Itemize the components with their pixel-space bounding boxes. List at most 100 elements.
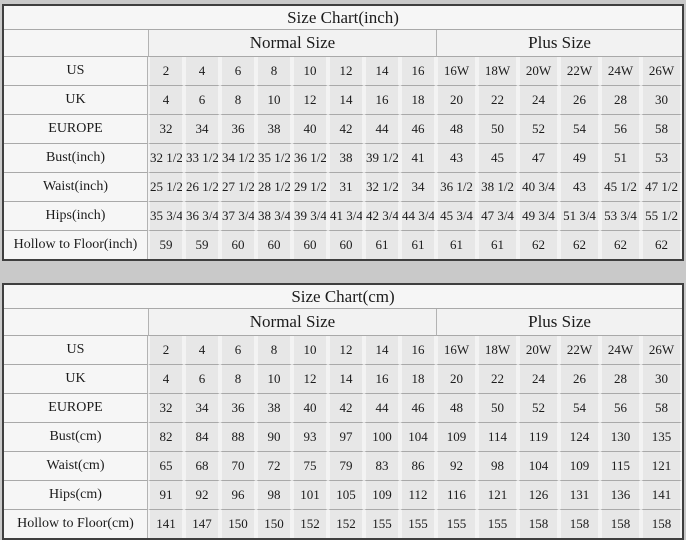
value-cell: 35 1/2 [256, 144, 292, 173]
value-cell: 14 [364, 57, 400, 86]
size-chart-inch-table: Size Chart(inch) Normal Size Plus Size US 2 4… [2, 4, 685, 261]
value-cell: 49 3/4 [518, 202, 559, 231]
value-cell: 43 [559, 173, 600, 202]
value-cell: 41 [400, 144, 436, 173]
value-cell: 59 [184, 231, 220, 259]
value-cell: 26 [559, 365, 600, 394]
corner-cell [4, 309, 148, 336]
value-cell: 24 [518, 365, 559, 394]
plus-size-header: Plus Size [436, 309, 683, 336]
value-cell: 14 [328, 86, 364, 115]
row-label-cell: Hips(inch) [4, 202, 148, 231]
value-cell: 152 [292, 510, 328, 538]
value-cell: 121 [477, 481, 518, 510]
value-cell: 130 [600, 423, 641, 452]
value-cell: 10 [256, 365, 292, 394]
value-cell: 147 [184, 510, 220, 538]
value-cell: 47 [518, 144, 559, 173]
table-row: EUROPE 32 34 36 38 40 42 44 46 48 50 52 54 56 58 [4, 115, 683, 144]
value-cell: 38 [328, 144, 364, 173]
table-title-row: Size Chart(inch) [4, 6, 683, 30]
value-cell: 42 [328, 394, 364, 423]
value-cell: 40 [292, 115, 328, 144]
normal-size-header: Normal Size [148, 30, 436, 57]
value-cell: 2 [148, 57, 184, 86]
value-cell: 158 [641, 510, 683, 538]
table-row: Hollow to Floor(inch) 59 59 60 60 60 60 61 61 61 6… [4, 231, 683, 259]
value-cell: 27 1/2 [220, 173, 256, 202]
value-cell: 34 [184, 394, 220, 423]
value-cell: 97 [328, 423, 364, 452]
value-cell: 55 1/2 [641, 202, 683, 231]
table-row: Hollow to Floor(cm) 141 147 150 150 152 152 155… [4, 510, 683, 538]
table-row: Waist(inch) 25 1/2 26 1/2 27 1/2 28 1/2 29 1/… [4, 173, 683, 202]
value-cell: 53 3/4 [600, 202, 641, 231]
row-label-cell: Bust(cm) [4, 423, 148, 452]
value-cell: 22 [477, 86, 518, 115]
value-cell: 46 [400, 115, 436, 144]
value-cell: 93 [292, 423, 328, 452]
value-cell: 25 1/2 [148, 173, 184, 202]
value-cell: 38 [256, 115, 292, 144]
value-cell: 26W [641, 336, 683, 365]
value-cell: 26W [641, 57, 683, 86]
value-cell: 61 [477, 231, 518, 259]
value-cell: 115 [600, 452, 641, 481]
value-cell: 150 [220, 510, 256, 538]
value-cell: 16W [436, 57, 477, 86]
value-cell: 52 [518, 394, 559, 423]
value-cell: 24W [600, 336, 641, 365]
value-cell: 62 [641, 231, 683, 259]
value-cell: 10 [292, 336, 328, 365]
row-label-cell: US [4, 57, 148, 86]
table-row: Hips(cm) 91 92 96 98 101 105 109 112 116 121 126 131… [4, 481, 683, 510]
value-cell: 34 [400, 173, 436, 202]
table-title-row: Size Chart(cm) [4, 285, 683, 309]
value-cell: 51 3/4 [559, 202, 600, 231]
value-cell: 33 1/2 [184, 144, 220, 173]
value-cell: 28 [600, 86, 641, 115]
value-cell: 36 [220, 394, 256, 423]
value-cell: 10 [256, 86, 292, 115]
value-cell: 22W [559, 57, 600, 86]
value-cell: 61 [436, 231, 477, 259]
value-cell: 45 3/4 [436, 202, 477, 231]
value-cell: 88 [220, 423, 256, 452]
value-cell: 32 1/2 [148, 144, 184, 173]
value-cell: 10 [292, 57, 328, 86]
value-cell: 6 [184, 86, 220, 115]
value-cell: 6 [220, 336, 256, 365]
value-cell: 16 [400, 336, 436, 365]
value-cell: 35 3/4 [148, 202, 184, 231]
value-cell: 48 [436, 115, 477, 144]
value-cell: 16 [364, 86, 400, 115]
value-cell: 124 [559, 423, 600, 452]
value-cell: 42 [328, 115, 364, 144]
value-cell: 104 [518, 452, 559, 481]
row-label-cell: Waist(inch) [4, 173, 148, 202]
value-cell: 83 [364, 452, 400, 481]
row-label-cell: Bust(inch) [4, 144, 148, 173]
value-cell: 24W [600, 57, 641, 86]
value-cell: 61 [364, 231, 400, 259]
value-cell: 4 [184, 57, 220, 86]
value-cell: 60 [220, 231, 256, 259]
value-cell: 45 1/2 [600, 173, 641, 202]
value-cell: 22W [559, 336, 600, 365]
value-cell: 98 [477, 452, 518, 481]
value-cell: 44 [364, 394, 400, 423]
group-header-row: Normal Size Plus Size [4, 309, 683, 336]
value-cell: 54 [559, 115, 600, 144]
value-cell: 12 [328, 336, 364, 365]
value-cell: 38 3/4 [256, 202, 292, 231]
value-cell: 75 [292, 452, 328, 481]
value-cell: 86 [400, 452, 436, 481]
table-row: Bust(cm) 82 84 88 90 93 97 100 104 109 114 119 124 13… [4, 423, 683, 452]
value-cell: 91 [148, 481, 184, 510]
table-row: US 2 4 6 8 10 12 14 16 16W 18W 20W 22W 24W 26W [4, 336, 683, 365]
value-cell: 105 [328, 481, 364, 510]
value-cell: 155 [364, 510, 400, 538]
value-cell: 84 [184, 423, 220, 452]
value-cell: 46 [400, 394, 436, 423]
table-title: Size Chart(cm) [4, 285, 683, 309]
